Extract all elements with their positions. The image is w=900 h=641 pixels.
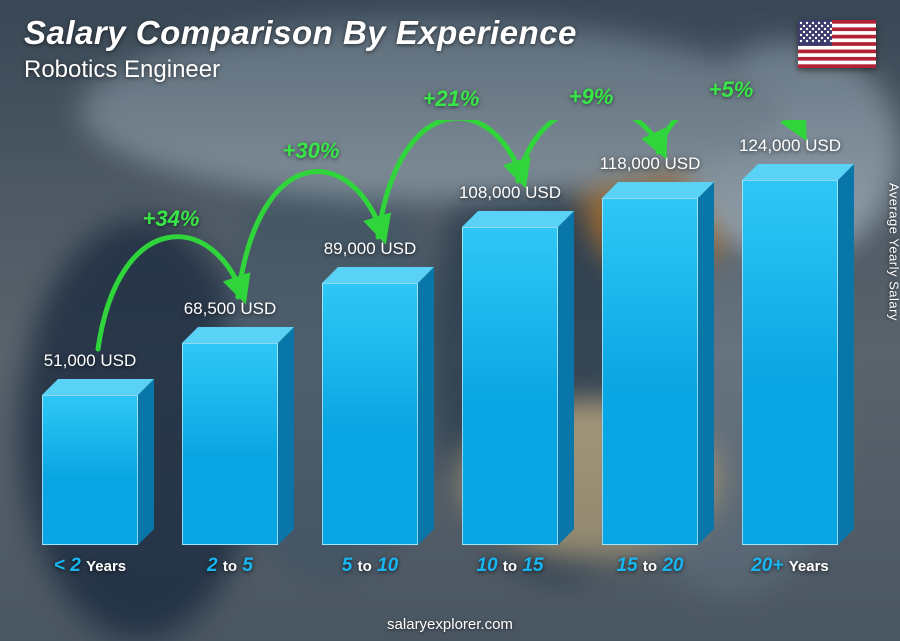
chart-subtitle: Robotics Engineer bbox=[24, 56, 577, 84]
us-flag-icon bbox=[798, 20, 876, 68]
x-axis-label: 2 to 5 bbox=[150, 555, 310, 577]
x-axis-label: 10 to 15 bbox=[430, 555, 590, 577]
x-axis-label: 20+ Years bbox=[710, 555, 870, 577]
bars-row: 51,000 USD< 2 Years68,500 USD2 to 589,00… bbox=[20, 120, 860, 545]
bar-slot: 51,000 USD< 2 Years bbox=[20, 120, 160, 545]
x-axis-label: 5 to 10 bbox=[290, 555, 450, 577]
bar bbox=[602, 198, 698, 545]
chart-title: Salary Comparison By Experience bbox=[24, 14, 577, 52]
chart-stage: Salary Comparison By Experience Robotics… bbox=[0, 0, 900, 641]
pct-change-label: +30% bbox=[283, 138, 340, 164]
bar bbox=[462, 227, 558, 545]
bar-value-label: 68,500 USD bbox=[150, 299, 310, 319]
bar-slot: 118,000 USD15 to 20 bbox=[580, 120, 720, 545]
bar-value-label: 51,000 USD bbox=[10, 351, 170, 371]
pct-change-label: +21% bbox=[423, 86, 480, 112]
bar-slot: 89,000 USD5 to 10 bbox=[300, 120, 440, 545]
x-axis-label: 15 to 20 bbox=[570, 555, 730, 577]
bar bbox=[742, 180, 838, 545]
bar-slot: 68,500 USD2 to 5 bbox=[160, 120, 300, 545]
bar-slot: 108,000 USD10 to 15 bbox=[440, 120, 580, 545]
bar-value-label: 108,000 USD bbox=[430, 183, 590, 203]
pct-change-label: +9% bbox=[569, 84, 614, 110]
pct-change-label: +34% bbox=[143, 206, 200, 232]
y-axis-label: Average Yearly Salary bbox=[887, 182, 900, 320]
bar-value-label: 124,000 USD bbox=[710, 136, 870, 156]
pct-change-label: +5% bbox=[709, 77, 754, 103]
footer-source: salaryexplorer.com bbox=[0, 616, 900, 633]
bar bbox=[182, 343, 278, 545]
bar-value-label: 89,000 USD bbox=[290, 239, 450, 259]
bar-value-label: 118,000 USD bbox=[570, 154, 730, 174]
title-block: Salary Comparison By Experience Robotics… bbox=[24, 14, 577, 84]
x-axis-label: < 2 Years bbox=[10, 555, 170, 577]
bar bbox=[322, 283, 418, 545]
bar bbox=[42, 395, 138, 545]
bar-slot: 124,000 USD20+ Years bbox=[720, 120, 860, 545]
bar-chart: 51,000 USD< 2 Years68,500 USD2 to 589,00… bbox=[20, 120, 860, 581]
